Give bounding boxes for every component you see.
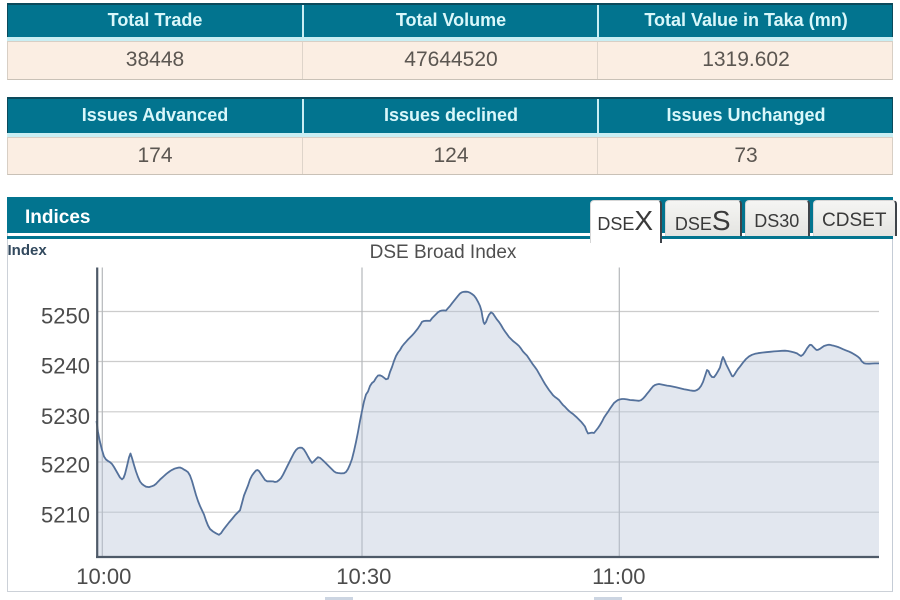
svg-text:5230: 5230 xyxy=(41,404,90,429)
svg-text:10:00: 10:00 xyxy=(76,564,131,589)
svg-text:11:00: 11:00 xyxy=(592,564,645,589)
svg-text:5210: 5210 xyxy=(41,502,90,527)
svg-text:5240: 5240 xyxy=(41,354,90,379)
svg-text:5250: 5250 xyxy=(41,304,90,329)
svg-text:5220: 5220 xyxy=(41,452,90,477)
svg-text:10:30: 10:30 xyxy=(336,564,391,589)
